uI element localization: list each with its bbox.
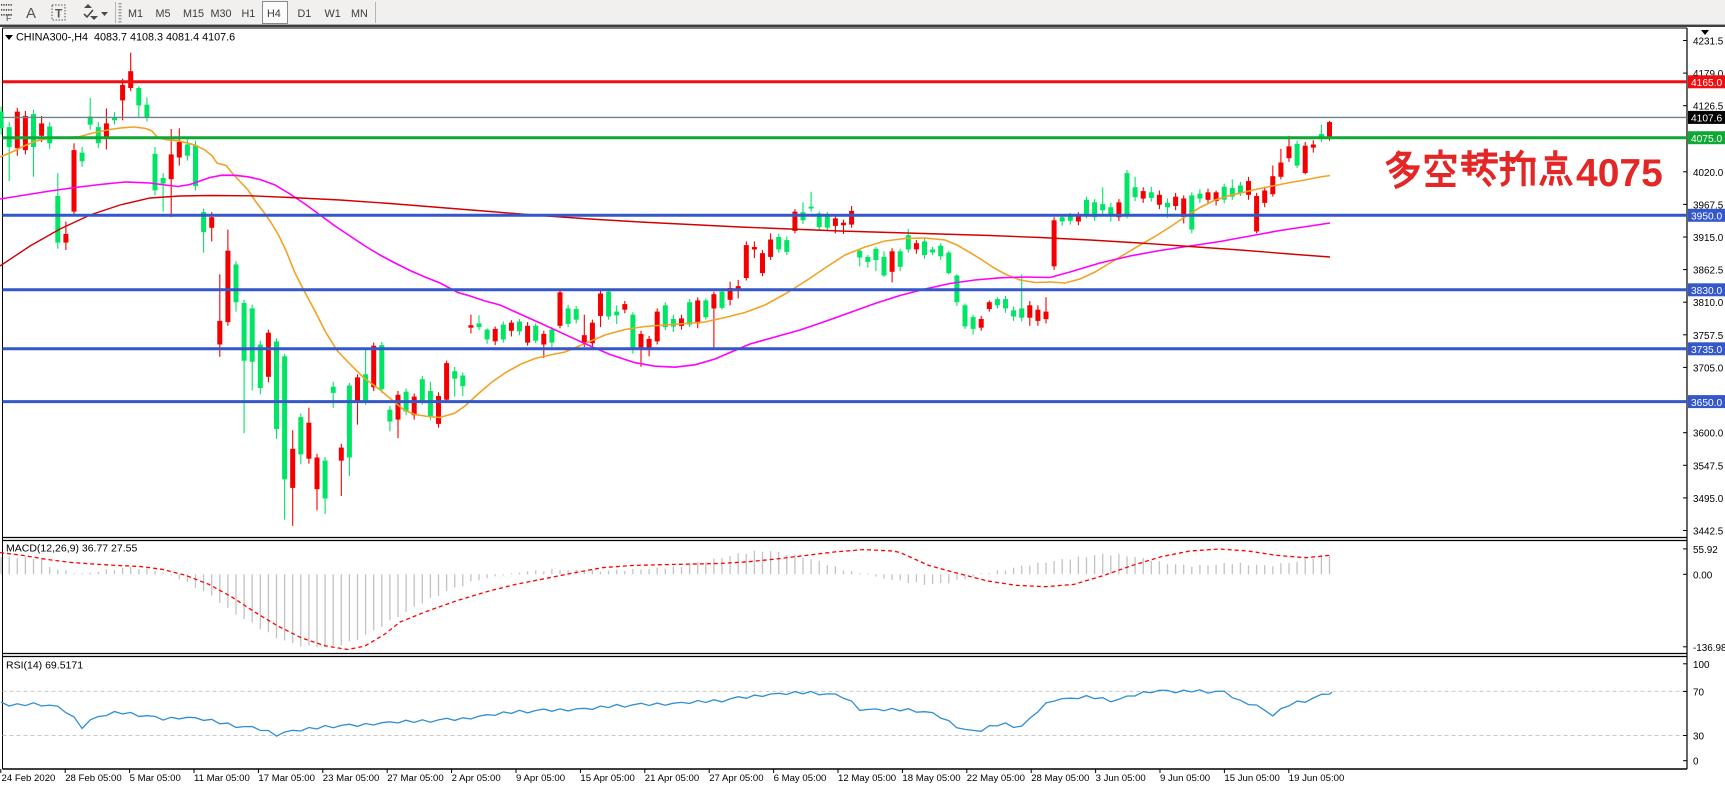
- svg-text:3 Jun 05:00: 3 Jun 05:00: [1096, 773, 1146, 784]
- svg-text:3757.5: 3757.5: [1693, 331, 1724, 342]
- svg-text:11 Mar 05:00: 11 Mar 05:00: [194, 773, 250, 784]
- svg-text:23 Mar 05:00: 23 Mar 05:00: [323, 773, 380, 784]
- svg-text:22 May 05:00: 22 May 05:00: [967, 773, 1025, 784]
- svg-text:3442.5: 3442.5: [1693, 527, 1724, 538]
- svg-text:CHINA300-,H4 4083.7 4108.3 40: CHINA300-,H4 4083.7 4108.3 4081.4 4107.6: [16, 32, 235, 44]
- svg-text:4231.5: 4231.5: [1693, 37, 1724, 48]
- svg-text:H4: H4: [267, 8, 281, 20]
- svg-text:15 Apr 05:00: 15 Apr 05:00: [580, 773, 634, 784]
- svg-text:12 May 05:00: 12 May 05:00: [838, 773, 896, 784]
- svg-text:15 Jun 05:00: 15 Jun 05:00: [1224, 773, 1279, 784]
- svg-text:28 May 05:00: 28 May 05:00: [1031, 773, 1089, 784]
- svg-text:5 Mar 05:00: 5 Mar 05:00: [130, 773, 181, 784]
- svg-text:0.00: 0.00: [1693, 570, 1713, 581]
- svg-text:19 Jun 05:00: 19 Jun 05:00: [1289, 773, 1344, 784]
- svg-text:27 Apr 05:00: 27 Apr 05:00: [709, 773, 763, 784]
- svg-text:3967.5: 3967.5: [1693, 200, 1724, 211]
- svg-text:3830.0: 3830.0: [1691, 286, 1722, 297]
- svg-text:9 Apr 05:00: 9 Apr 05:00: [516, 773, 565, 784]
- svg-text:MACD(12,26,9) 36.77 27.55: MACD(12,26,9) 36.77 27.55: [6, 543, 137, 555]
- svg-text:3735.0: 3735.0: [1691, 345, 1722, 356]
- svg-text:3600.0: 3600.0: [1693, 429, 1724, 440]
- svg-text:M5: M5: [156, 8, 171, 20]
- svg-text:4075.0: 4075.0: [1691, 134, 1722, 145]
- svg-text:W1: W1: [325, 8, 341, 20]
- svg-text:28 Feb 05:00: 28 Feb 05:00: [65, 773, 122, 784]
- svg-text:4179.0: 4179.0: [1693, 69, 1724, 80]
- svg-text:4165.0: 4165.0: [1691, 78, 1722, 89]
- svg-text:3650.0: 3650.0: [1691, 398, 1722, 409]
- svg-text:0: 0: [1693, 757, 1699, 768]
- svg-text:3950.0: 3950.0: [1691, 212, 1722, 223]
- svg-text:70: 70: [1693, 687, 1704, 698]
- svg-text:17 Mar 05:00: 17 Mar 05:00: [258, 773, 315, 784]
- svg-text:55.92: 55.92: [1693, 545, 1718, 556]
- svg-text:F: F: [6, 13, 12, 23]
- svg-text:4107.6: 4107.6: [1691, 114, 1722, 125]
- svg-text:4075: 4075: [1576, 152, 1663, 195]
- svg-text:H1: H1: [242, 8, 256, 20]
- svg-text:D1: D1: [298, 8, 312, 20]
- svg-text:9 Jun 05:00: 9 Jun 05:00: [1160, 773, 1210, 784]
- svg-text:3547.5: 3547.5: [1693, 461, 1724, 472]
- svg-text:M1: M1: [128, 8, 143, 20]
- svg-text:3915.0: 3915.0: [1693, 233, 1724, 244]
- svg-text:T: T: [55, 7, 63, 21]
- svg-text:3862.5: 3862.5: [1693, 266, 1724, 277]
- svg-text:M30: M30: [211, 8, 232, 20]
- svg-text:30: 30: [1693, 732, 1704, 743]
- svg-text:RSI(14) 69.5171: RSI(14) 69.5171: [6, 660, 83, 672]
- svg-text:-136.98: -136.98: [1693, 643, 1725, 654]
- svg-text:A: A: [26, 5, 36, 22]
- svg-text:3495.0: 3495.0: [1693, 494, 1724, 505]
- svg-text:2 Apr 05:00: 2 Apr 05:00: [452, 773, 501, 784]
- svg-text:4020.0: 4020.0: [1693, 168, 1724, 179]
- svg-text:3705.0: 3705.0: [1693, 363, 1724, 374]
- svg-text:27 Mar 05:00: 27 Mar 05:00: [387, 773, 444, 784]
- svg-text:M15: M15: [183, 8, 204, 20]
- svg-text:100: 100: [1693, 660, 1710, 671]
- svg-text:24 Feb 2020: 24 Feb 2020: [2, 773, 56, 784]
- svg-text:18 May 05:00: 18 May 05:00: [902, 773, 960, 784]
- svg-text:MN: MN: [351, 8, 368, 20]
- svg-text:4126.5: 4126.5: [1693, 102, 1724, 113]
- svg-text:21 Apr 05:00: 21 Apr 05:00: [645, 773, 699, 784]
- svg-text:6 May 05:00: 6 May 05:00: [774, 773, 827, 784]
- svg-text:3810.0: 3810.0: [1693, 298, 1724, 309]
